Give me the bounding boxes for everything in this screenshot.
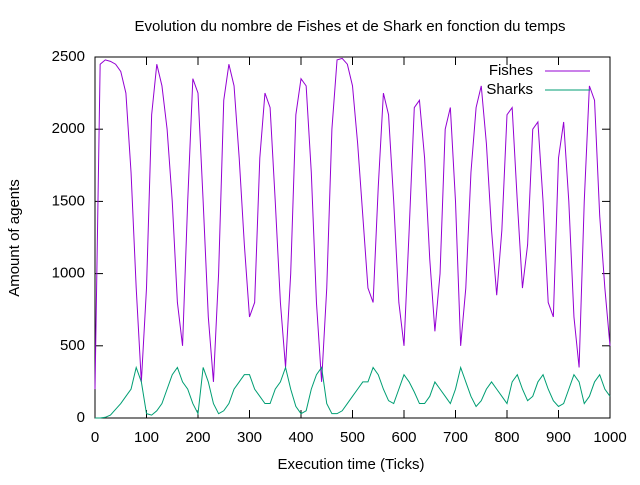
y-tick-label: 0 [77,409,85,426]
x-tick-label: 900 [546,429,571,446]
x-tick-label: 600 [391,429,416,446]
x-tick-label: 800 [494,429,519,446]
y-tick-label: 2000 [52,120,85,137]
x-tick-label: 400 [288,429,313,446]
series-line [94,57,611,390]
chart-title: Evolution du nombre de Fishes et de Shar… [134,18,565,35]
x-tick-label: 700 [443,429,468,446]
y-tick-label: 1500 [52,192,85,209]
x-tick-label: 500 [340,429,365,446]
x-tick-label: 0 [91,429,99,446]
y-tick-label: 500 [60,337,85,354]
legend-label: Sharks [486,81,533,98]
legend-label: Fishes [489,62,533,79]
x-tick-label: 100 [134,429,159,446]
y-tick-label: 1000 [52,265,85,282]
x-tick-label: 1000 [593,429,626,446]
series-line [95,365,611,419]
x-axis-label: Execution time (Ticks) [278,456,425,473]
x-tick-label: 200 [185,429,210,446]
y-axis-label: Amount of agents [6,179,23,297]
y-tick-label: 2500 [52,48,85,65]
x-tick-label: 300 [237,429,262,446]
